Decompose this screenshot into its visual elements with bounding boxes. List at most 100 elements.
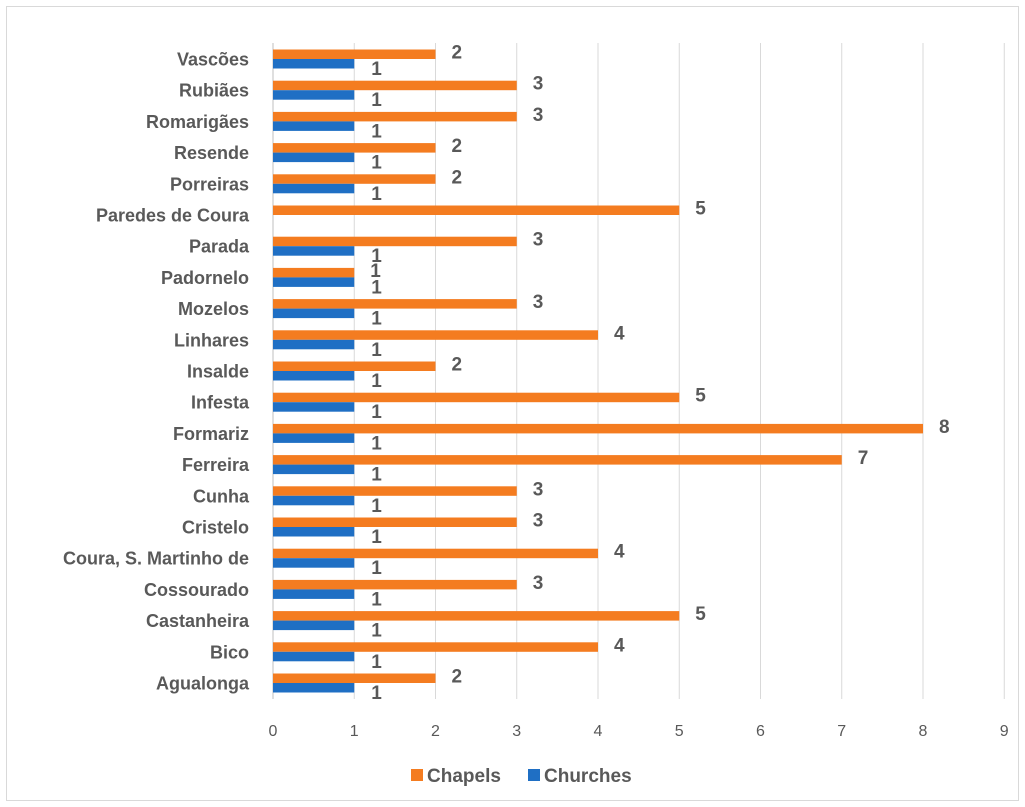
data-label-chapels: 3 [533, 479, 544, 500]
bar-churches [273, 683, 355, 693]
bar-churches [273, 152, 355, 163]
data-label-churches: 1 [371, 277, 382, 298]
data-label-chapels: 4 [614, 542, 625, 563]
bar-churches [273, 464, 355, 475]
bar-chapels [273, 642, 598, 652]
data-label-churches: 1 [371, 121, 382, 142]
data-labels: 2131312121531113141215181713131413151412… [370, 43, 949, 705]
bar-churches [273, 308, 355, 319]
bar-churches [273, 339, 355, 350]
bar-churches [273, 59, 355, 69]
data-label-chapels: 5 [695, 386, 706, 407]
bar-chapels [273, 517, 517, 527]
category-label: Cossourado [144, 580, 249, 600]
x-tick-label: 7 [837, 723, 846, 740]
x-tick-label: 6 [756, 723, 765, 740]
category-label: Formariz [173, 424, 249, 444]
bar-churches [273, 495, 355, 506]
category-label: Padornelo [161, 268, 249, 288]
bar-chapels [273, 486, 517, 496]
data-label-churches: 1 [371, 402, 382, 423]
bar-churches [273, 371, 355, 381]
x-tick-label: 9 [1000, 723, 1009, 740]
category-label: Castanheira [146, 611, 250, 631]
x-tick-label: 4 [594, 723, 603, 740]
bar-chapels [273, 49, 436, 59]
data-label-chapels: 3 [533, 573, 544, 594]
data-label-churches: 1 [371, 496, 382, 517]
bar-chapels [273, 267, 355, 278]
bar-churches [273, 433, 355, 443]
data-label-chapels: 5 [695, 199, 706, 220]
data-label-churches: 1 [371, 527, 382, 548]
data-label-chapels: 3 [533, 292, 544, 313]
bar-chapels [273, 299, 517, 309]
category-label: Vascões [177, 50, 249, 70]
data-label-churches: 1 [371, 465, 382, 486]
data-label-chapels: 3 [533, 230, 544, 251]
bar-chapels [273, 80, 517, 91]
data-label-chapels: 8 [939, 417, 950, 438]
data-label-chapels: 1 [370, 261, 381, 282]
bar-chapels [273, 455, 842, 465]
bar-churches [273, 90, 355, 100]
bar-churches [273, 589, 355, 599]
legend-swatch-chapels [411, 769, 423, 781]
bar-chapels [273, 174, 436, 184]
bar-churches [273, 620, 355, 631]
x-tick-label: 5 [675, 723, 684, 740]
category-label: Rubiães [179, 81, 249, 101]
legend-swatch-churches [528, 769, 540, 781]
x-tick-label: 1 [350, 723, 359, 740]
bar-chapels [273, 361, 436, 371]
category-label: Coura, S. Martinho de [63, 549, 249, 569]
data-label-churches: 1 [371, 371, 382, 392]
data-label-churches: 1 [371, 90, 382, 111]
data-label-churches: 1 [371, 652, 382, 673]
data-label-churches: 1 [371, 184, 382, 205]
x-tick-label: 0 [269, 723, 278, 740]
category-label: Bico [210, 642, 249, 662]
bar-churches [273, 402, 355, 412]
category-label: Cunha [193, 486, 250, 506]
x-tick-label: 8 [919, 723, 928, 740]
data-label-churches: 1 [371, 246, 382, 267]
bar-chapels [273, 611, 680, 621]
category-labels: Vascões Rubiães Romarigães Resende Porreiras… [63, 50, 250, 694]
data-label-chapels: 2 [452, 667, 463, 688]
bar-chapels [273, 205, 680, 215]
category-label: Ferreira [182, 455, 250, 475]
bar-chapels [273, 579, 517, 590]
bar-chapels [273, 423, 923, 434]
bar-churches [273, 651, 355, 662]
category-label: Cristelo [182, 518, 249, 538]
data-label-churches: 1 [371, 153, 382, 174]
category-label: Parada [189, 237, 250, 257]
bar-chapels [273, 143, 436, 153]
legend-label-churches: Churches [544, 766, 632, 787]
x-tick-labels: 0 1 2 3 4 5 6 7 8 9 [269, 723, 1009, 740]
data-label-chapels: 3 [533, 74, 544, 95]
data-label-chapels: 2 [452, 43, 463, 64]
category-label: Insalde [187, 362, 249, 382]
data-label-chapels: 7 [858, 448, 869, 469]
data-label-chapels: 4 [614, 635, 625, 656]
data-label-chapels: 2 [452, 136, 463, 157]
data-label-chapels: 3 [533, 105, 544, 126]
data-label-churches: 1 [371, 59, 382, 80]
bar-chapels [273, 236, 517, 247]
bar-churches [273, 246, 355, 256]
data-label-churches: 1 [371, 433, 382, 454]
legend-label-chapels: Chapels [427, 766, 501, 787]
bar-chart: 2131312121531113141215181713131413151412… [63, 43, 1009, 788]
data-label-chapels: 2 [452, 355, 463, 376]
bar-chapels [273, 673, 436, 683]
data-label-churches: 1 [371, 621, 382, 642]
bar-chapels [273, 330, 598, 340]
bar-churches [273, 527, 355, 537]
category-label: Mozelos [178, 299, 249, 319]
bars [273, 49, 923, 693]
data-label-churches: 1 [371, 309, 382, 330]
data-label-chapels: 3 [533, 511, 544, 532]
